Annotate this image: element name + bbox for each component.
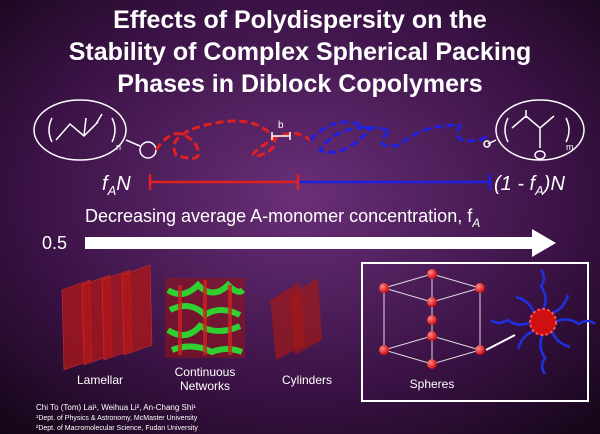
connector xyxy=(485,334,516,351)
phase-label: Lamellar xyxy=(77,373,123,387)
phase-label: Spheres xyxy=(410,377,455,391)
monomer-right xyxy=(483,99,585,161)
label-part: Decreasing average A-monomer concentrati… xyxy=(85,206,473,226)
b-block-chain xyxy=(308,120,491,154)
bond-marker xyxy=(271,132,291,140)
title-line: Phases in Diblock Copolymers xyxy=(117,70,482,98)
arrow-label: Decreasing average A-monomer concentrati… xyxy=(85,206,480,230)
label-part: N xyxy=(116,173,131,195)
phase-label: Continuous xyxy=(175,365,236,379)
left-label: fAN xyxy=(102,173,131,198)
title-line: Effects of Polydispersity on the xyxy=(113,6,487,34)
cylinders-icon xyxy=(270,278,322,360)
monomer-left xyxy=(33,99,157,161)
author-line: Chi To (Tom) Lai¹, Weihua Li², An-Chang … xyxy=(36,403,196,412)
title-line: Stability of Complex Spherical Packing xyxy=(69,38,532,66)
arrow-start: 0.5 xyxy=(42,233,67,253)
label-part: )N xyxy=(542,173,566,195)
arrow xyxy=(85,229,556,257)
subscript: m xyxy=(566,142,574,152)
micelle xyxy=(490,269,596,375)
label-part: A xyxy=(471,216,480,230)
fraction-bar xyxy=(148,174,492,190)
authors: Chi To (Tom) Lai¹, Weihua Li², An-Chang … xyxy=(36,403,198,432)
bond-label: b xyxy=(278,120,284,131)
networks-icon xyxy=(165,278,246,358)
label-part: f xyxy=(102,173,110,195)
lamellar-icon xyxy=(61,264,153,371)
a-block-chain xyxy=(154,119,312,160)
phase-label: Cylinders xyxy=(282,373,332,387)
author-line: ²Dept. of Macromolecular Science, Fudan … xyxy=(36,425,198,432)
label-part: A xyxy=(534,183,544,198)
label-part: A xyxy=(107,183,117,198)
right-label: (1 - fA)N xyxy=(494,173,565,198)
subscript: n xyxy=(116,142,121,152)
lattice-spheres xyxy=(379,269,485,369)
title: Effects of Polydispersity on the Stabili… xyxy=(69,6,532,98)
label-part: (1 - f xyxy=(494,173,538,195)
author-line: ¹Dept. of Physics & Astronomy, McMaster … xyxy=(36,415,198,422)
phase-labels: Lamellar Continuous Networks Cylinders xyxy=(77,365,332,393)
spheres-box xyxy=(361,262,589,402)
phase-label: Networks xyxy=(180,379,230,393)
